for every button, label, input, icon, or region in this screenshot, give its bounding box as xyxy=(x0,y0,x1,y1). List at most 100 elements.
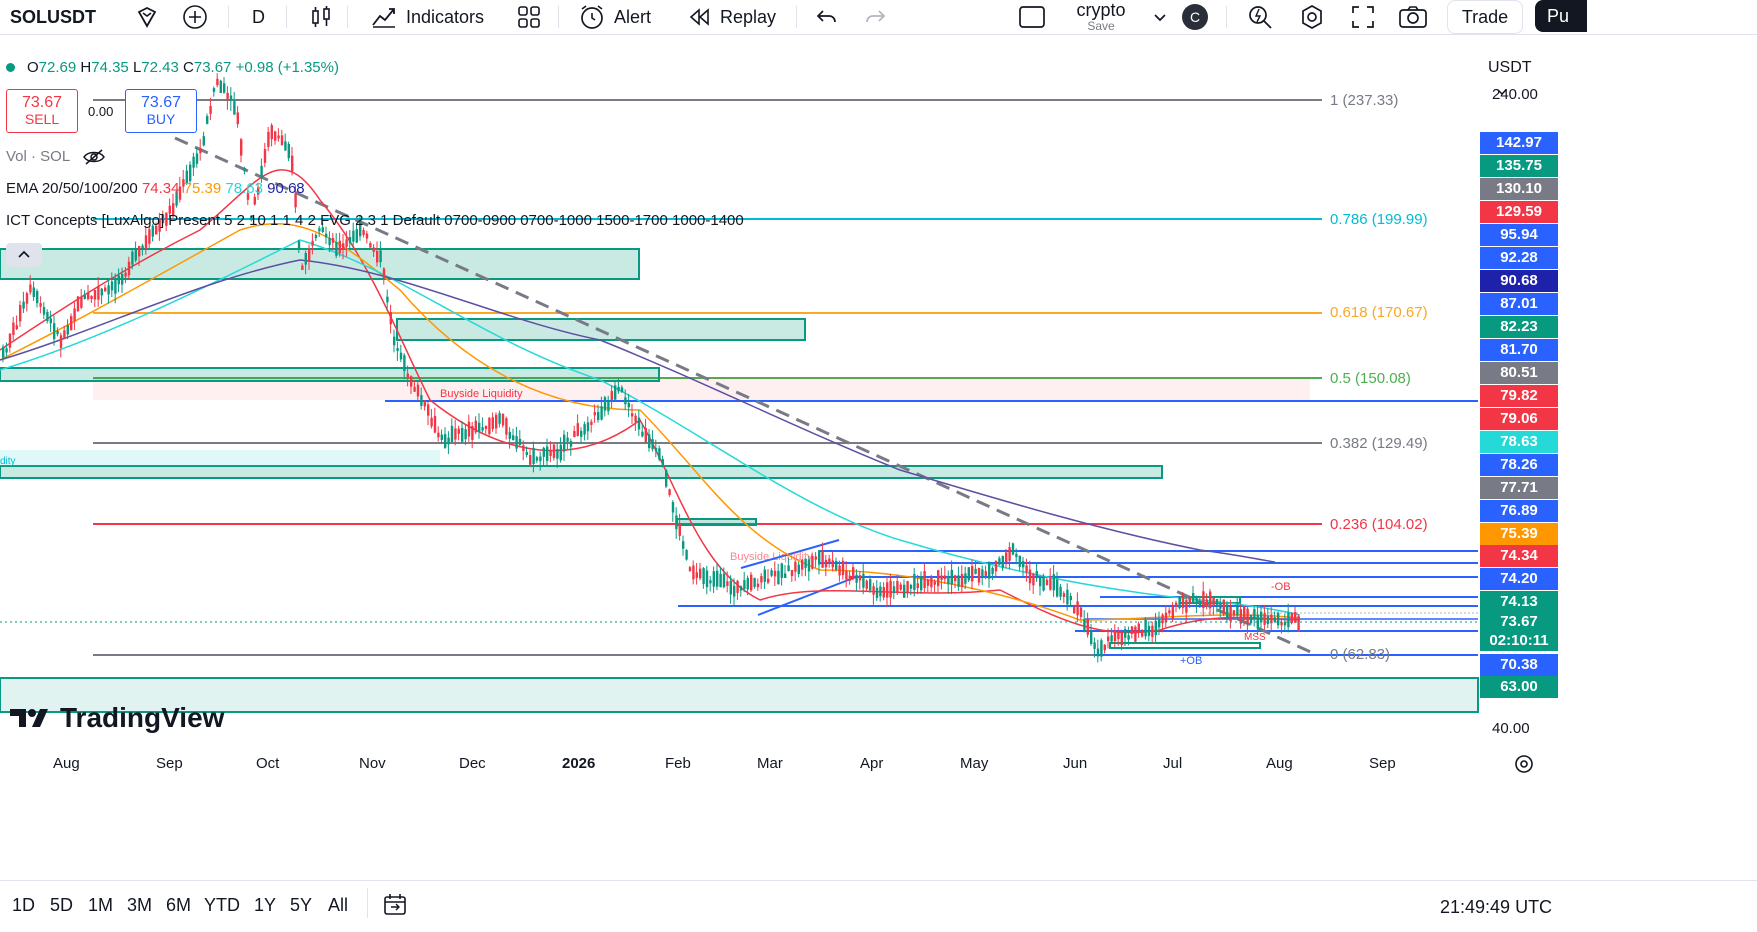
layout-select-icon[interactable] xyxy=(1018,0,1046,34)
candle-body xyxy=(1195,596,1198,605)
candle-body xyxy=(532,447,535,464)
alert-button[interactable]: Alert xyxy=(578,0,651,34)
candle-body xyxy=(1175,602,1178,607)
templates-grid-icon[interactable] xyxy=(516,0,542,34)
candle-body xyxy=(1270,614,1273,624)
candle-body xyxy=(542,447,545,457)
candle-body xyxy=(903,584,906,598)
range-button-1d[interactable]: 1D xyxy=(12,895,36,915)
undo-icon[interactable] xyxy=(814,0,838,34)
interval-button[interactable]: D xyxy=(252,0,265,34)
range-button-3m[interactable]: 3M xyxy=(127,895,153,915)
candle-body xyxy=(471,426,474,440)
price-axis-label: 81.70 xyxy=(1480,339,1558,361)
price-axis-label: 135.75 xyxy=(1480,155,1558,177)
price-axis-label: 76.89 xyxy=(1480,500,1558,522)
collapse-legend-button[interactable] xyxy=(6,243,42,267)
candle-body xyxy=(427,404,430,416)
range-button-all[interactable]: All xyxy=(328,895,349,915)
buy-button[interactable]: 73.67 BUY xyxy=(125,89,197,133)
candle-body xyxy=(206,116,209,124)
candle-body xyxy=(277,135,280,139)
candle-body xyxy=(372,247,375,252)
fib-level-label: 0.5 (150.08) xyxy=(1330,370,1411,387)
candle-body xyxy=(787,565,790,572)
candle-body xyxy=(722,573,726,588)
utc-clock[interactable]: 21:49:49 UTC xyxy=(1440,897,1553,917)
range-button-ytd[interactable]: YTD xyxy=(204,895,240,915)
ohlc-legend: O72.69 H74.35 L72.43 C73.67 +0.98 (+1.35… xyxy=(6,59,339,76)
alert-label: Alert xyxy=(614,6,652,27)
currency-select[interactable]: USDT xyxy=(1482,56,1558,95)
add-symbol-icon[interactable] xyxy=(182,0,208,34)
indicators-button[interactable]: Indicators xyxy=(370,0,484,34)
price-axis[interactable] xyxy=(1660,40,1757,780)
candle-body xyxy=(53,323,56,340)
candle-body xyxy=(107,285,110,295)
candle-body xyxy=(182,179,185,187)
range-button-6m[interactable]: 6M xyxy=(166,895,192,915)
quick-search-icon[interactable] xyxy=(1246,0,1274,34)
ema-legend[interactable]: EMA 20/50/100/200 74.34 75.39 78.63 90.6… xyxy=(6,180,305,197)
sell-button[interactable]: 73.67 SELL xyxy=(6,89,78,133)
candle-body xyxy=(25,293,29,304)
candle-body xyxy=(229,95,233,101)
avatar[interactable]: C xyxy=(1182,0,1208,34)
candle-body xyxy=(406,373,409,379)
range-button-1m[interactable]: 1M xyxy=(88,895,114,915)
candle-body xyxy=(1120,632,1123,645)
candles-chart-type-icon[interactable] xyxy=(309,0,333,34)
trade-button[interactable]: Trade xyxy=(1447,0,1523,34)
candle-body xyxy=(151,225,154,237)
range-button-5d[interactable]: 5D xyxy=(50,895,74,915)
candle-body xyxy=(967,567,970,581)
buyside-liquidity-label-2: Buyside Liquidity xyxy=(730,551,813,563)
candle-body xyxy=(648,434,651,449)
symbol-search[interactable]: SOLUSDT xyxy=(10,0,96,34)
ict-legend[interactable]: ICT Concepts [LuxAlgo] Present 5 2 10 1 … xyxy=(6,212,744,229)
candle-body xyxy=(352,230,355,242)
candle-body xyxy=(410,376,413,387)
candle-body xyxy=(335,242,338,256)
fullscreen-icon[interactable] xyxy=(1350,0,1376,34)
alert-clock-icon xyxy=(581,5,603,29)
candle-body xyxy=(1011,543,1015,555)
replay-button[interactable]: Replay xyxy=(686,0,776,34)
publish-button[interactable]: Pu xyxy=(1535,0,1587,32)
price-axis-label: 142.97 xyxy=(1480,132,1558,154)
date-range-calendar-icon[interactable] xyxy=(382,892,408,923)
camera-icon[interactable] xyxy=(1398,0,1428,34)
compare-symbol-icon[interactable] xyxy=(134,0,160,34)
candle-body xyxy=(1297,616,1300,632)
candle-body xyxy=(852,567,855,579)
candle-body xyxy=(658,448,661,460)
candle-body xyxy=(1124,629,1127,638)
axis-settings-icon[interactable] xyxy=(1513,753,1535,780)
time-axis-label: Mar xyxy=(757,755,783,772)
price-axis-label: 82.23 xyxy=(1480,316,1558,338)
trendline-dashed xyxy=(174,136,1316,656)
candle-body xyxy=(403,355,406,372)
range-button-1y[interactable]: 1Y xyxy=(254,895,277,915)
candle-body xyxy=(304,252,307,265)
candle-body xyxy=(529,455,532,465)
redo-icon[interactable] xyxy=(864,0,888,34)
chevron-down-icon[interactable] xyxy=(1152,0,1168,34)
candle-body xyxy=(814,556,817,560)
range-button-5y[interactable]: 5Y xyxy=(290,895,313,915)
candle-body xyxy=(1090,630,1093,644)
candle-body xyxy=(80,297,83,308)
price-axis-label: 73.67 xyxy=(1480,611,1558,633)
volume-legend[interactable]: Vol · SOL xyxy=(6,148,106,166)
candle-body xyxy=(627,402,630,408)
layout-name-button[interactable]: crypto Save xyxy=(1066,0,1136,34)
candle-body xyxy=(1236,605,1239,616)
candle-body xyxy=(1168,610,1171,614)
price-axis-label: 74.13 xyxy=(1480,591,1558,613)
settings-gear-icon[interactable] xyxy=(1298,0,1326,34)
candle-body xyxy=(226,92,229,101)
eye-hidden-icon[interactable] xyxy=(82,148,106,166)
candle-body xyxy=(175,191,178,206)
price-chart[interactable]: Buyside Liquidity Buyside Liquidity -OB … xyxy=(0,40,1660,780)
candle-body xyxy=(753,577,756,587)
